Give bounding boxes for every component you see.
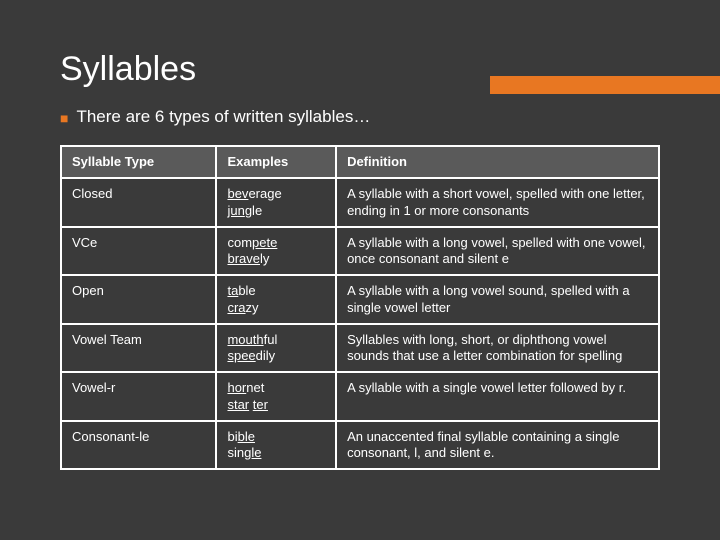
cell-definition: A syllable with a long vowel sound, spel…: [336, 275, 659, 324]
col-header-examples: Examples: [216, 146, 336, 178]
cell-type: Vowel Team: [61, 324, 216, 373]
cell-type: VCe: [61, 227, 216, 276]
accent-bar: [490, 76, 720, 94]
cell-type: Closed: [61, 178, 216, 227]
table-header-row: Syllable Type Examples Definition: [61, 146, 659, 178]
syllable-table: Syllable Type Examples Definition Closed…: [60, 145, 660, 470]
slide-subtitle: There are 6 types of written syllables…: [76, 107, 370, 127]
example-word: mouthful: [227, 332, 325, 348]
col-header-type: Syllable Type: [61, 146, 216, 178]
cell-definition: Syllables with long, short, or diphthong…: [336, 324, 659, 373]
cell-type: Open: [61, 275, 216, 324]
table-body: ClosedbeveragejungleA syllable with a sh…: [61, 178, 659, 469]
example-word: speedily: [227, 348, 325, 364]
cell-examples: beveragejungle: [216, 178, 336, 227]
cell-examples: competebravely: [216, 227, 336, 276]
example-word: single: [227, 445, 325, 461]
table-row: Vowel-rhornetstar terA syllable with a s…: [61, 372, 659, 421]
cell-type: Vowel-r: [61, 372, 216, 421]
table-row: VCecompetebravelyA syllable with a long …: [61, 227, 659, 276]
table-row: ClosedbeveragejungleA syllable with a sh…: [61, 178, 659, 227]
table-row: Vowel TeammouthfulspeedilySyllables with…: [61, 324, 659, 373]
col-header-definition: Definition: [336, 146, 659, 178]
cell-definition: An unaccented final syllable containing …: [336, 421, 659, 470]
example-word: table: [227, 283, 325, 299]
example-word: beverage: [227, 186, 325, 202]
cell-examples: biblesingle: [216, 421, 336, 470]
example-word: jungle: [227, 203, 325, 219]
example-word: crazy: [227, 300, 325, 316]
bullet-icon: ■: [60, 107, 68, 129]
example-word: compete: [227, 235, 325, 251]
example-word: star ter: [227, 397, 325, 413]
cell-examples: tablecrazy: [216, 275, 336, 324]
cell-type: Consonant-le: [61, 421, 216, 470]
table-row: Consonant-lebiblesingleAn unaccented fin…: [61, 421, 659, 470]
cell-examples: mouthfulspeedily: [216, 324, 336, 373]
subtitle-row: ■ There are 6 types of written syllables…: [60, 107, 660, 129]
cell-definition: A syllable with a single vowel letter fo…: [336, 372, 659, 421]
cell-definition: A syllable with a short vowel, spelled w…: [336, 178, 659, 227]
example-word: hornet: [227, 380, 325, 396]
table-row: OpentablecrazyA syllable with a long vow…: [61, 275, 659, 324]
example-word: bravely: [227, 251, 325, 267]
cell-examples: hornetstar ter: [216, 372, 336, 421]
example-word: bible: [227, 429, 325, 445]
cell-definition: A syllable with a long vowel, spelled wi…: [336, 227, 659, 276]
